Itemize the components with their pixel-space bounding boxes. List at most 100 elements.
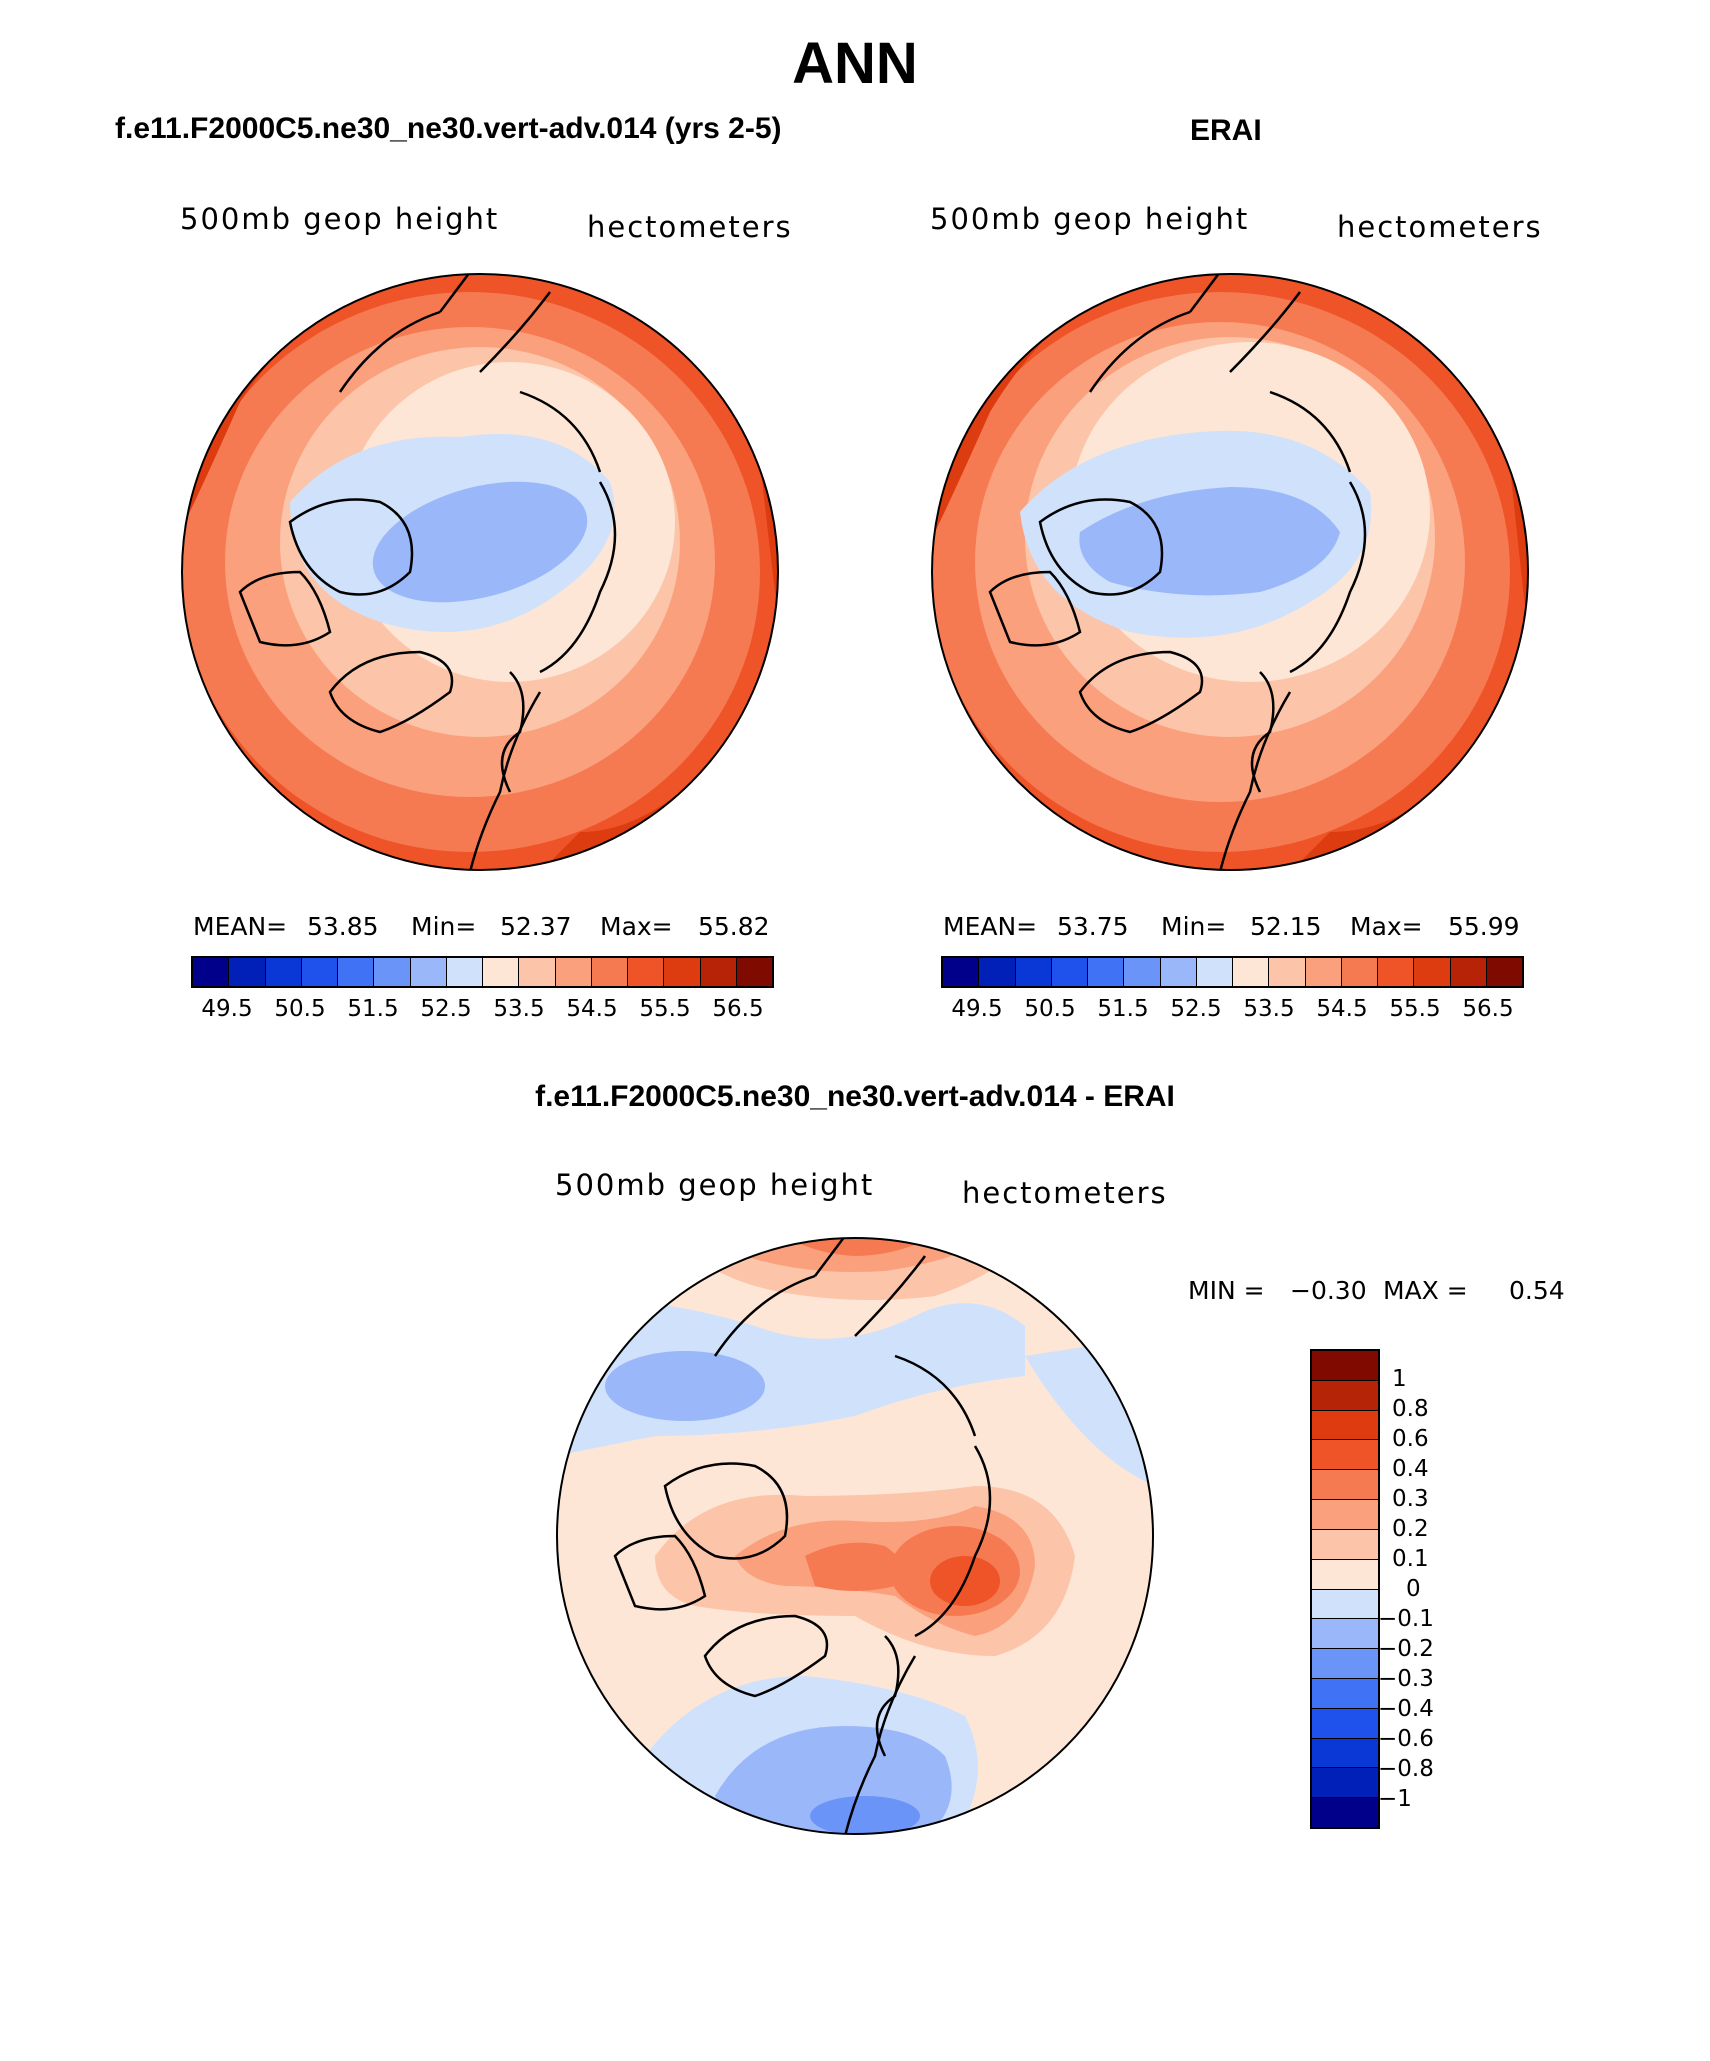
panel2-colorbar [941, 956, 1524, 988]
colorbar-swatch [591, 958, 628, 986]
panel2-tick: 50.5 [1024, 996, 1076, 1022]
colorbar-swatch [1312, 1768, 1378, 1799]
figure-title: ANN [792, 31, 918, 96]
colorbar-swatch [1312, 1410, 1378, 1441]
diff-tick: −0.3 [1378, 1666, 1434, 1692]
panel3-min-label: MIN = [1188, 1276, 1265, 1305]
diff-colorbar-ticks: 1 0.8 0.6 0.4 0.3 0.2 0.1 0 −0.1 −0.2 −0… [1378, 1349, 1512, 1829]
colorbar-swatch [1124, 958, 1161, 986]
colorbar-swatch [1312, 1678, 1378, 1709]
colorbar-swatch [1305, 958, 1342, 986]
diff-tick: −0.4 [1378, 1696, 1434, 1722]
colorbar-swatch [446, 958, 483, 986]
panel2-polar-map [931, 273, 1529, 871]
panel3-polar-map [556, 1237, 1154, 1835]
panel1-max-label: Max= [600, 912, 673, 941]
panel2-tick: 51.5 [1097, 996, 1149, 1022]
colorbar-swatch [1196, 958, 1233, 986]
colorbar-swatch [1312, 1559, 1378, 1590]
colorbar-swatch [664, 958, 701, 986]
colorbar-swatch [1233, 958, 1270, 986]
colorbar-swatch [1312, 1529, 1378, 1560]
colorbar-swatch [483, 958, 520, 986]
panel1-mean-value: 53.85 [307, 912, 379, 941]
panel1-units-label: hectometers [587, 210, 793, 244]
colorbar-swatch [1312, 1619, 1378, 1650]
panel2-max-label: Max= [1350, 912, 1423, 941]
colorbar-swatch [1160, 958, 1197, 986]
diff-tick: −0.1 [1378, 1606, 1434, 1632]
panel2-colorbar-ticks: 49.5 50.5 51.5 52.5 53.5 54.5 55.5 56.5 [941, 996, 1524, 1026]
panel1-polar-map [181, 273, 779, 871]
colorbar-swatch [1486, 958, 1522, 986]
panel2-tick: 52.5 [1170, 996, 1222, 1022]
panel1-tick: 53.5 [493, 996, 545, 1022]
colorbar-swatch [1312, 1351, 1378, 1381]
colorbar-swatch [229, 958, 266, 986]
panel1-mean-label: MEAN= [193, 912, 288, 941]
panel2-tick: 54.5 [1316, 996, 1368, 1022]
panel2-max-value: 55.99 [1448, 912, 1520, 941]
panel1-max-value: 55.82 [698, 912, 770, 941]
panel2-tick: 53.5 [1243, 996, 1295, 1022]
colorbar-swatch [555, 958, 592, 986]
panel3-min-value: −0.30 [1290, 1276, 1367, 1305]
colorbar-swatch [628, 958, 665, 986]
colorbar-swatch [1312, 1589, 1378, 1620]
panel2-min-label: Min= [1161, 912, 1227, 941]
panel2-min-value: 52.15 [1250, 912, 1322, 941]
diff-tick: −0.6 [1378, 1726, 1434, 1752]
diff-tick: 1 [1392, 1366, 1407, 1392]
diff-tick: 0.8 [1392, 1396, 1429, 1422]
colorbar-swatch [1312, 1649, 1378, 1679]
colorbar-swatch [1312, 1500, 1378, 1530]
panel2-tick: 56.5 [1462, 996, 1514, 1022]
colorbar-swatch [1015, 958, 1052, 986]
panel1-colorbar [191, 956, 774, 988]
diff-tick: −0.2 [1378, 1636, 1434, 1662]
colorbar-swatch [943, 958, 980, 986]
panel1-min-value: 52.37 [500, 912, 572, 941]
colorbar-swatch [1269, 958, 1306, 986]
panel3-units-label: hectometers [962, 1176, 1168, 1210]
colorbar-swatch [265, 958, 302, 986]
colorbar-swatch [1414, 958, 1451, 986]
colorbar-swatch [1312, 1798, 1378, 1827]
panel2-tick: 55.5 [1389, 996, 1441, 1022]
colorbar-swatch [193, 958, 230, 986]
panel2-subtitle: ERAI [1190, 114, 1262, 147]
panel1-variable-label: 500mb geop height [180, 202, 500, 236]
panel1-tick: 51.5 [347, 996, 399, 1022]
diff-tick: 0 [1406, 1576, 1421, 1602]
colorbar-swatch [1051, 958, 1088, 986]
colorbar-swatch [1312, 1738, 1378, 1769]
colorbar-swatch [301, 958, 338, 986]
colorbar-swatch [519, 958, 556, 986]
panel1-tick: 56.5 [712, 996, 764, 1022]
diff-tick: 0.1 [1392, 1546, 1429, 1572]
panel2-variable-label: 500mb geop height [930, 202, 1250, 236]
colorbar-swatch [1450, 958, 1487, 986]
panel1-tick: 54.5 [566, 996, 618, 1022]
panel2-mean-value: 53.75 [1057, 912, 1129, 941]
diff-tick: 0.2 [1392, 1516, 1429, 1542]
panel1-min-label: Min= [411, 912, 477, 941]
colorbar-swatch [736, 958, 772, 986]
panel1-subtitle: f.e11.F2000C5.ne30_ne30.vert-adv.014 (yr… [115, 112, 782, 145]
panel1-tick: 50.5 [274, 996, 326, 1022]
colorbar-swatch [1312, 1440, 1378, 1471]
colorbar-swatch [1312, 1470, 1378, 1501]
diff-tick: 0.6 [1392, 1426, 1429, 1452]
colorbar-swatch [1312, 1380, 1378, 1411]
panel2-mean-label: MEAN= [943, 912, 1038, 941]
colorbar-swatch [1312, 1708, 1378, 1739]
colorbar-swatch [338, 958, 375, 986]
colorbar-swatch [1088, 958, 1125, 986]
colorbar-swatch [374, 958, 411, 986]
panel2-units-label: hectometers [1337, 210, 1543, 244]
diff-tick: −1 [1378, 1786, 1412, 1812]
panel1-tick: 49.5 [201, 996, 253, 1022]
panel3-max-label: MAX = [1383, 1276, 1468, 1305]
colorbar-swatch [1341, 958, 1378, 986]
panel1-tick: 52.5 [420, 996, 472, 1022]
